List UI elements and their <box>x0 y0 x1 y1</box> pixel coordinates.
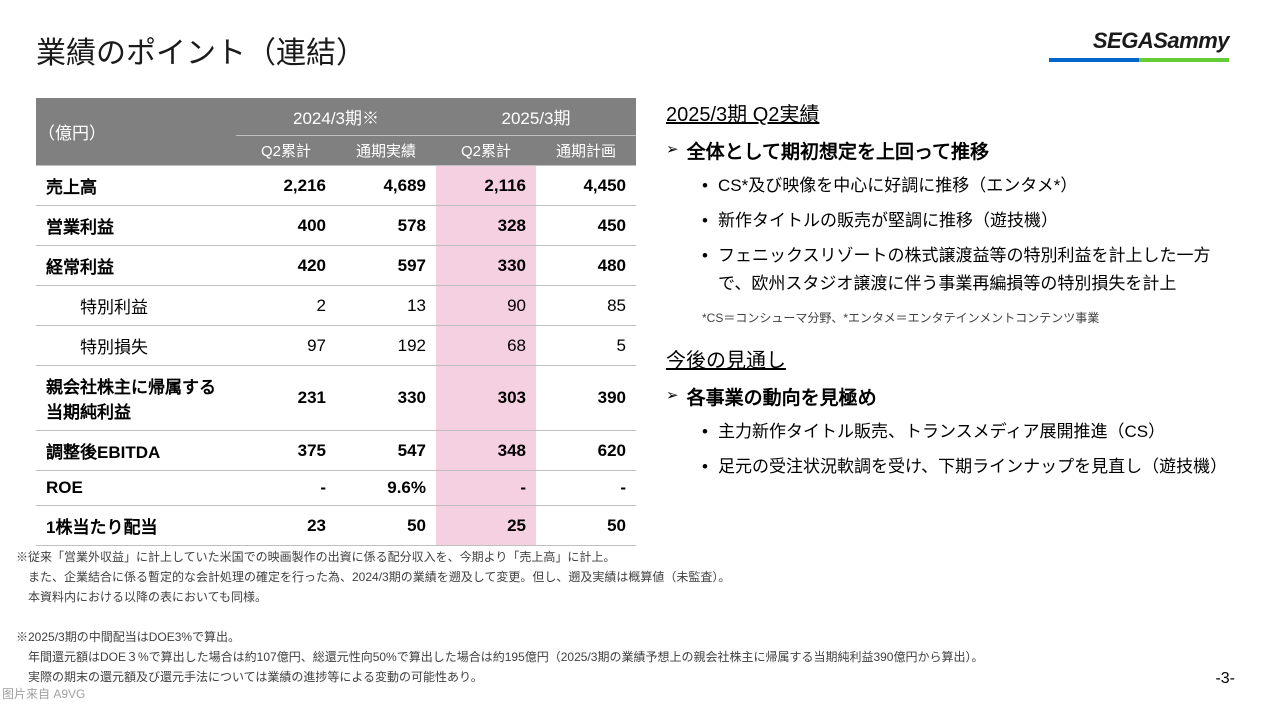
footnote-line: ※2025/3期の中間配当はDOE3%で算出。 <box>16 628 983 646</box>
row-label: 営業利益 <box>36 206 236 246</box>
cell: 85 <box>536 286 636 326</box>
cell: 375 <box>236 431 336 471</box>
cell: 5 <box>536 326 636 366</box>
footnote-line: 年間還元額はDOE３%で算出した場合は約107億円、総還元性向50%で算出した場… <box>16 648 983 666</box>
bullet-item: 新作タイトルの販売が堅調に推移（遊技機） <box>702 207 1229 234</box>
col-b2: 通期計画 <box>536 136 636 166</box>
cell: 25 <box>436 506 536 546</box>
cell: 480 <box>536 246 636 286</box>
cell: 97 <box>236 326 336 366</box>
cell: 348 <box>436 431 536 471</box>
chevron-right-icon: ➢ <box>666 386 679 404</box>
cell: 9.6% <box>336 471 436 506</box>
cell: 578 <box>336 206 436 246</box>
cell: 23 <box>236 506 336 546</box>
logo-text: SEGASammy <box>1093 28 1229 54</box>
row-label: 特別損失 <box>36 326 236 366</box>
cell: 597 <box>336 246 436 286</box>
row-label: 調整後EBITDA <box>36 431 236 471</box>
cell: 330 <box>436 246 536 286</box>
footnote-line: また、企業結合に係る暫定的な会計処理の確定を行った為、2024/3期の業績を遡及… <box>16 568 983 586</box>
cell: - <box>536 471 636 506</box>
footnote-line: 本資料内における以降の表においても同様。 <box>16 588 983 606</box>
table-unit: （億円） <box>36 98 236 166</box>
logo-bar-green-icon <box>1139 58 1229 62</box>
section1-bullets: CS*及び映像を中心に好調に推移（エンタメ*） 新作タイトルの販売が堅調に推移（遊… <box>666 172 1229 297</box>
cell: 620 <box>536 431 636 471</box>
section1-title: 2025/3期 Q2実績 <box>666 98 1229 127</box>
row-label: 1株当たり配当 <box>36 506 236 546</box>
bullet-item: 足元の受注状況軟調を受け、下期ラインナップを見直し（遊技機） <box>702 453 1229 480</box>
row-label: 売上高 <box>36 166 236 206</box>
table-row: 売上高2,2164,6892,1164,450 <box>36 166 636 206</box>
row-label: 経常利益 <box>36 246 236 286</box>
table-row: 特別利益2139085 <box>36 286 636 326</box>
cell: - <box>436 471 536 506</box>
bullet-item: CS*及び映像を中心に好調に推移（エンタメ*） <box>702 172 1229 199</box>
col-a1: Q2累計 <box>236 136 336 166</box>
cell: 450 <box>536 206 636 246</box>
table-row: 親会社株主に帰属する 当期純利益231330303390 <box>36 366 636 431</box>
table-period-b: 2025/3期 <box>436 98 636 136</box>
cell: 303 <box>436 366 536 431</box>
table-row: 1株当たり配当23502550 <box>36 506 636 546</box>
cell: 50 <box>536 506 636 546</box>
financial-table: （億円） 2024/3期※ 2025/3期 Q2累計 通期実績 Q2累計 通期計… <box>36 98 636 546</box>
row-label: ROE <box>36 471 236 506</box>
logo-underline <box>1049 58 1229 62</box>
body: （億円） 2024/3期※ 2025/3期 Q2累計 通期実績 Q2累計 通期計… <box>36 98 1229 546</box>
row-label: 親会社株主に帰属する 当期純利益 <box>36 366 236 431</box>
section2-title: 今後の見通し <box>666 344 1229 373</box>
cell: 90 <box>436 286 536 326</box>
cell: 4,689 <box>336 166 436 206</box>
cell: 328 <box>436 206 536 246</box>
cell: 68 <box>436 326 536 366</box>
bullet-item: 主力新作タイトル販売、トランスメディア展開推進（CS） <box>702 418 1229 445</box>
footnote-line: ※従来「営業外収益」に計上していた米国での映画製作の出資に係る配分収入を、今期よ… <box>16 548 983 566</box>
footnotes: ※従来「営業外収益」に計上していた米国での映画製作の出資に係る配分収入を、今期よ… <box>16 548 983 688</box>
logo: SEGASammy <box>1049 28 1229 62</box>
cell: 2 <box>236 286 336 326</box>
section2-headline: ➢ 各事業の動向を見極め <box>666 383 1229 410</box>
row-label: 特別利益 <box>36 286 236 326</box>
table-row: ROE-9.6%-- <box>36 471 636 506</box>
page-title: 業績のポイント（連結） <box>36 28 366 72</box>
cell: - <box>236 471 336 506</box>
table-period-a: 2024/3期※ <box>236 98 436 136</box>
slide: 業績のポイント（連結） SEGASammy （億円） 2024/3期※ <box>0 0 1265 704</box>
cell: 4,450 <box>536 166 636 206</box>
cell: 13 <box>336 286 436 326</box>
table-row: 経常利益420597330480 <box>36 246 636 286</box>
section1-headline: ➢ 全体として期初想定を上回って推移 <box>666 137 1229 164</box>
commentary-panel: 2025/3期 Q2実績 ➢ 全体として期初想定を上回って推移 CS*及び映像を… <box>666 98 1229 546</box>
cell: 400 <box>236 206 336 246</box>
cell: 231 <box>236 366 336 431</box>
cell: 2,116 <box>436 166 536 206</box>
cell: 547 <box>336 431 436 471</box>
section2-bullets: 主力新作タイトル販売、トランスメディア展開推進（CS） 足元の受注状況軟調を受け、… <box>666 418 1229 480</box>
bullet-item: フェニックスリゾートの株式譲渡益等の特別利益を計上した一方で、欧州スタジオ譲渡に… <box>702 242 1229 296</box>
page-number: -3- <box>1215 670 1235 688</box>
chevron-right-icon: ➢ <box>666 140 679 158</box>
section1-note: *CS＝コンシューマ分野、*エンタメ＝エンタテインメントコンテンツ事業 <box>666 309 1229 326</box>
col-b1: Q2累計 <box>436 136 536 166</box>
header: 業績のポイント（連結） SEGASammy <box>36 28 1229 72</box>
cell: 2,216 <box>236 166 336 206</box>
cell: 192 <box>336 326 436 366</box>
cell: 390 <box>536 366 636 431</box>
table-panel: （億円） 2024/3期※ 2025/3期 Q2累計 通期実績 Q2累計 通期計… <box>36 98 636 546</box>
col-a2: 通期実績 <box>336 136 436 166</box>
table-row: 営業利益400578328450 <box>36 206 636 246</box>
table-row: 特別損失97192685 <box>36 326 636 366</box>
cell: 420 <box>236 246 336 286</box>
watermark: 图片来自 A9VG <box>2 685 85 702</box>
footnote-line: 実際の期末の還元額及び還元手法については業績の進捗等による変動の可能性あり。 <box>16 668 983 686</box>
logo-bar-blue-icon <box>1049 58 1139 62</box>
cell: 50 <box>336 506 436 546</box>
footnote-line <box>16 608 983 626</box>
cell: 330 <box>336 366 436 431</box>
table-body: 売上高2,2164,6892,1164,450営業利益400578328450経… <box>36 166 636 546</box>
table-row: 調整後EBITDA375547348620 <box>36 431 636 471</box>
